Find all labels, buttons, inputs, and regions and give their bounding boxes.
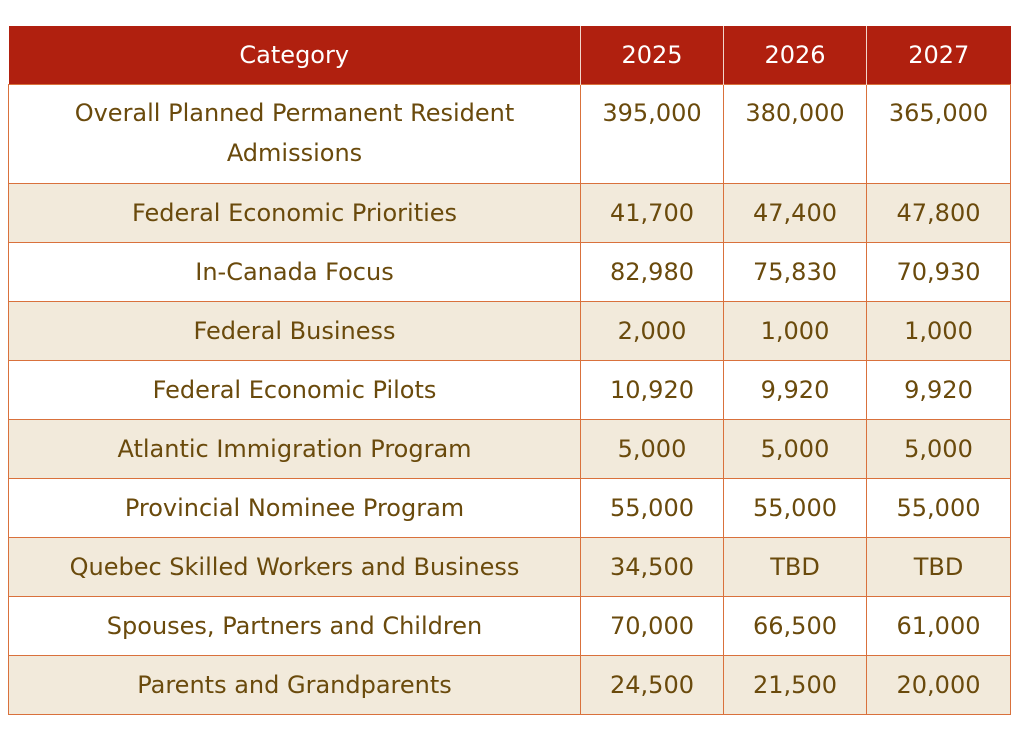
- header-2026: 2026: [723, 26, 867, 84]
- value-2027-cell: 365,000: [866, 83, 1011, 184]
- value-2027-cell: 20,000: [866, 654, 1011, 715]
- category-cell: Provincial Nominee Program: [8, 477, 581, 538]
- admissions-table-container: Category 2025 2026 2027 Overall Planned …: [8, 26, 1011, 715]
- value-2027-cell: 47,800: [866, 182, 1011, 243]
- value-2027-cell: 1,000: [866, 300, 1011, 361]
- table-row: Quebec Skilled Workers and Business 34,5…: [8, 536, 1011, 597]
- value-2026-cell: 5,000: [723, 418, 867, 479]
- value-2026-cell: 380,000: [723, 83, 867, 184]
- table-row: Spouses, Partners and Children 70,000 66…: [8, 595, 1011, 656]
- value-2025-cell: 82,980: [580, 241, 724, 302]
- table-row: Provincial Nominee Program 55,000 55,000…: [8, 477, 1011, 538]
- category-cell: Federal Economic Priorities: [8, 182, 581, 243]
- value-2027-cell: TBD: [866, 536, 1011, 597]
- table-row: Atlantic Immigration Program 5,000 5,000…: [8, 418, 1011, 479]
- value-2025-cell: 10,920: [580, 359, 724, 420]
- value-2027-cell: 61,000: [866, 595, 1011, 656]
- value-2025-cell: 41,700: [580, 182, 724, 243]
- category-cell: In-Canada Focus: [8, 241, 581, 302]
- value-2027-cell: 9,920: [866, 359, 1011, 420]
- table-row: Federal Business 2,000 1,000 1,000: [8, 300, 1011, 361]
- header-2027: 2027: [866, 26, 1011, 84]
- table-row: Federal Economic Priorities 41,700 47,40…: [8, 182, 1011, 243]
- value-2025-cell: 70,000: [580, 595, 724, 656]
- category-cell: Parents and Grandparents: [8, 654, 581, 715]
- value-2026-cell: 9,920: [723, 359, 867, 420]
- value-2025-cell: 395,000: [580, 83, 724, 184]
- category-cell: Overall Planned Permanent Resident Admis…: [8, 83, 581, 184]
- value-2026-cell: 66,500: [723, 595, 867, 656]
- header-category: Category: [8, 26, 581, 84]
- value-2025-cell: 2,000: [580, 300, 724, 361]
- category-cell: Federal Economic Pilots: [8, 359, 581, 420]
- value-2027-cell: 55,000: [866, 477, 1011, 538]
- value-2026-cell: 1,000: [723, 300, 867, 361]
- value-2026-cell: 47,400: [723, 182, 867, 243]
- value-2026-cell: 21,500: [723, 654, 867, 715]
- value-2027-cell: 5,000: [866, 418, 1011, 479]
- table-row: Parents and Grandparents 24,500 21,500 2…: [8, 654, 1011, 715]
- value-2026-cell: TBD: [723, 536, 867, 597]
- category-cell: Federal Business: [8, 300, 581, 361]
- value-2026-cell: 55,000: [723, 477, 867, 538]
- value-2026-cell: 75,830: [723, 241, 867, 302]
- table-row: In-Canada Focus 82,980 75,830 70,930: [8, 241, 1011, 302]
- category-cell: Quebec Skilled Workers and Business: [8, 536, 581, 597]
- category-cell: Atlantic Immigration Program: [8, 418, 581, 479]
- table-row: Federal Economic Pilots 10,920 9,920 9,9…: [8, 359, 1011, 420]
- header-2025: 2025: [580, 26, 724, 84]
- value-2027-cell: 70,930: [866, 241, 1011, 302]
- table-header-row: Category 2025 2026 2027: [8, 26, 1011, 84]
- category-cell: Spouses, Partners and Children: [8, 595, 581, 656]
- value-2025-cell: 34,500: [580, 536, 724, 597]
- table-row: Overall Planned Permanent Resident Admis…: [8, 83, 1011, 184]
- value-2025-cell: 24,500: [580, 654, 724, 715]
- value-2025-cell: 5,000: [580, 418, 724, 479]
- value-2025-cell: 55,000: [580, 477, 724, 538]
- admissions-table: Category 2025 2026 2027 Overall Planned …: [8, 26, 1011, 715]
